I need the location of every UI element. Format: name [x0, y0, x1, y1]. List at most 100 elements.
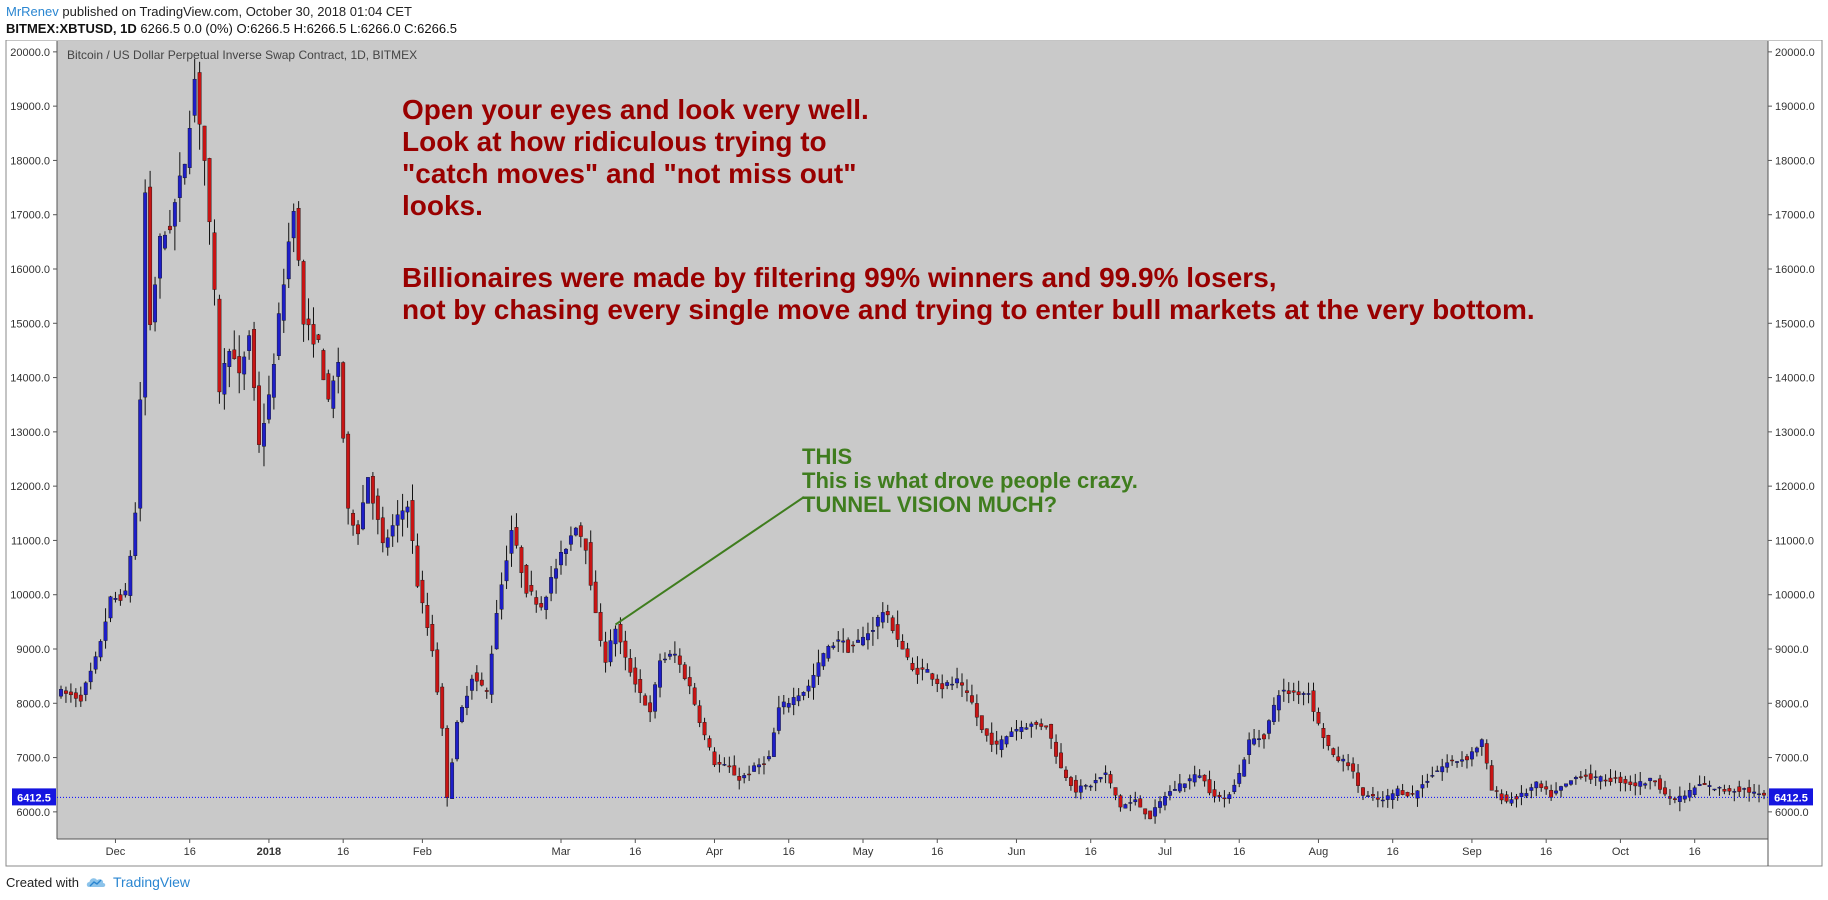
- candle-up: [455, 722, 459, 760]
- candle-up: [1182, 783, 1187, 788]
- candle-up: [450, 762, 455, 799]
- candle-down: [1583, 774, 1588, 777]
- x-tick-label: 16: [783, 846, 795, 858]
- annotation-green-line: This is what drove people crazy.: [802, 468, 1138, 493]
- y-tick-label: 6000.0: [1775, 807, 1809, 819]
- candle-down: [1073, 779, 1078, 793]
- candle-down: [1484, 743, 1489, 764]
- candle-down: [415, 545, 420, 587]
- candle-down: [1588, 773, 1593, 780]
- candle-up: [821, 653, 826, 667]
- x-tick-label: 16: [1085, 846, 1097, 858]
- candle-down: [1222, 797, 1227, 800]
- candle-up: [1415, 790, 1420, 799]
- candle-down: [1291, 690, 1296, 693]
- y-axis-right: 20000.0 19000.0 18000.0 17000.0 16000.0 15000…: [1768, 47, 1815, 819]
- candlestick-chart: 20000.0 19000.0 18000.0 17000.0 16000.0 15000…: [5, 40, 1823, 867]
- chart-title: Bitcoin / US Dollar Perpetual Inverse Sw…: [67, 48, 417, 62]
- price-label: 6412.5: [1774, 792, 1808, 804]
- candle-up: [1648, 777, 1653, 782]
- candle-up: [465, 695, 469, 708]
- candle-down: [1653, 780, 1658, 783]
- y-tick-label: 8000.0: [1775, 698, 1809, 710]
- tradingview-link[interactable]: TradingView: [112, 874, 191, 890]
- candle-down: [687, 677, 692, 687]
- candle-down: [296, 208, 301, 261]
- candle-up: [1519, 792, 1524, 797]
- annotation-main-line: Open your eyes and look very well.: [402, 94, 869, 125]
- candle-up: [187, 128, 192, 168]
- candle-down: [202, 125, 207, 161]
- x-axis: Dec 16 2018 16 Feb Mar 16 Apr 16 May 16 Jun 16 Jul 16 A…: [106, 839, 1701, 858]
- price-label-box: [1769, 788, 1813, 806]
- candle-down: [930, 673, 935, 680]
- candle-up: [113, 598, 118, 600]
- candle-up: [836, 639, 841, 642]
- candle-up: [59, 689, 63, 697]
- candle-up: [182, 163, 187, 179]
- candle-up: [247, 335, 252, 351]
- candle-down: [583, 538, 588, 551]
- candle-down: [1603, 779, 1608, 782]
- candle-down: [1628, 781, 1633, 785]
- candle-down: [237, 356, 242, 374]
- candle-down: [846, 639, 851, 653]
- candle-down: [900, 640, 905, 650]
- candle-down: [747, 773, 752, 776]
- tradingview-cloud-icon: [86, 878, 106, 887]
- candle-down: [1608, 777, 1613, 782]
- candle-down: [321, 350, 326, 381]
- candle-up: [1029, 723, 1034, 727]
- candle-down: [1747, 787, 1752, 793]
- candle-up: [1004, 736, 1009, 745]
- candle-up: [1455, 761, 1459, 763]
- y-tick-label: 15000.0: [1775, 318, 1815, 330]
- candle-down: [702, 722, 707, 736]
- candle-up: [1242, 759, 1247, 777]
- candle-down: [341, 362, 346, 439]
- candle-up: [999, 739, 1004, 750]
- candle-down: [588, 542, 593, 586]
- candle-down: [717, 762, 722, 765]
- candle-down: [1311, 690, 1316, 712]
- candle-up: [1078, 785, 1083, 793]
- candle-up: [1024, 727, 1029, 730]
- candle-up: [1247, 739, 1252, 755]
- y-axis-left: 20000.0 19000.0 18000.0 17000.0 16000.0 15000…: [10, 47, 57, 819]
- candle-up: [227, 351, 232, 367]
- symbol-info: BITMEX:XBTUSD, 1D 6266.5 0.0 (0%) O:6266…: [6, 21, 457, 36]
- candle-up: [767, 756, 771, 760]
- candle-down: [346, 433, 351, 509]
- candle-up: [1697, 783, 1702, 786]
- candle-up: [544, 596, 549, 610]
- candle-down: [78, 694, 83, 702]
- candle-down: [1494, 790, 1499, 792]
- author-link[interactable]: MrRenev: [6, 4, 59, 19]
- published-text: published on TradingView.com, October 30…: [62, 4, 412, 19]
- candle-up: [1752, 791, 1757, 794]
- candle-up: [1167, 791, 1172, 796]
- candle-up: [158, 235, 162, 279]
- candle-down: [1316, 711, 1321, 724]
- candle-down: [1138, 798, 1143, 808]
- candle-up: [1509, 799, 1514, 804]
- candle-down: [643, 695, 648, 706]
- candle-down: [737, 776, 742, 781]
- candle-down: [212, 232, 217, 290]
- candle-down: [1049, 723, 1054, 739]
- candle-up: [925, 669, 930, 673]
- candle-down: [1578, 776, 1583, 778]
- candle-down: [1544, 786, 1549, 790]
- candle-down: [1059, 752, 1063, 769]
- candle-down: [524, 564, 529, 594]
- candle-down: [578, 525, 583, 537]
- annotation-billionaire-line: not by chasing every single move and try…: [402, 294, 1535, 325]
- candle-down: [1286, 690, 1291, 694]
- candle-up: [653, 684, 658, 712]
- price-label: 6412.5: [17, 792, 51, 804]
- candle-down: [994, 740, 999, 745]
- x-tick-label: 16: [1689, 846, 1701, 858]
- x-tick-label: Jun: [1008, 846, 1026, 858]
- candle-down: [1504, 794, 1509, 802]
- candle-down: [1722, 789, 1727, 792]
